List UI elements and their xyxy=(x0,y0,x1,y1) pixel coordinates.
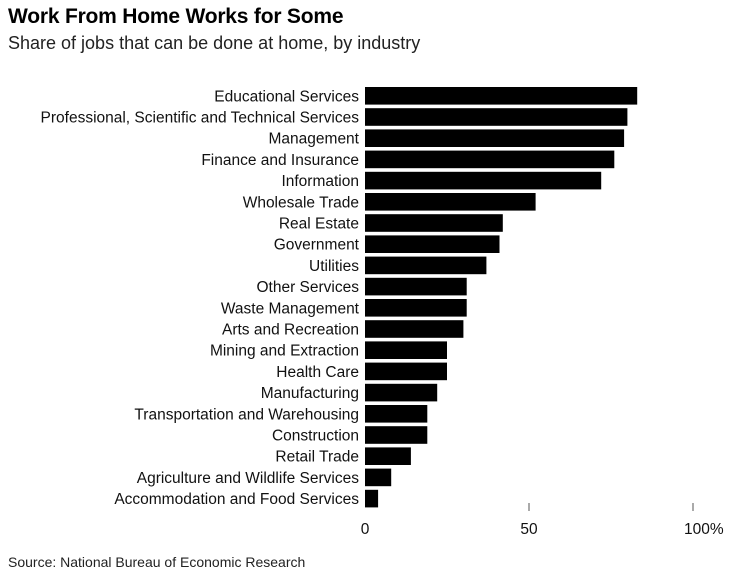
bars-group xyxy=(365,87,638,508)
category-label-1: Professional, Scientific and Technical S… xyxy=(41,110,360,127)
x-axis-ticks-group: 0 50 100% xyxy=(361,503,724,538)
bar-3 xyxy=(365,150,615,169)
category-label-2: Management xyxy=(269,131,360,148)
bar-4 xyxy=(365,171,602,190)
bar-1 xyxy=(365,108,628,126)
category-label-9: Other Services xyxy=(256,279,359,296)
bar-8 xyxy=(365,256,487,275)
category-label-5: Wholesale Trade xyxy=(243,194,359,211)
bar-18 xyxy=(365,468,392,487)
category-label-3: Finance and Insurance xyxy=(201,152,359,169)
source-note: Source: National Bureau of Economic Rese… xyxy=(8,554,306,570)
category-label-11: Arts and Recreation xyxy=(222,322,359,339)
category-label-13: Health Care xyxy=(276,364,359,381)
chart-subtitle: Share of jobs that can be done at home, … xyxy=(8,33,421,53)
category-label-0: Educational Services xyxy=(214,88,359,105)
chart-title: Work From Home Works for Some xyxy=(8,5,344,28)
category-label-16: Construction xyxy=(272,428,359,445)
category-label-17: Retail Trade xyxy=(275,449,359,466)
tick-label-2: 100% xyxy=(684,521,724,538)
bar-10 xyxy=(365,299,467,317)
bar-13 xyxy=(365,362,447,381)
category-label-10: Waste Management xyxy=(221,300,360,317)
bar-0 xyxy=(365,87,638,105)
category-label-14: Manufacturing xyxy=(261,385,359,402)
bar-12 xyxy=(365,341,447,359)
category-label-8: Utilities xyxy=(309,258,359,275)
bar-7 xyxy=(365,235,500,253)
bar-16 xyxy=(365,426,428,444)
category-label-4: Information xyxy=(281,173,359,190)
bar-2 xyxy=(365,129,625,147)
category-labels-group: Educational Services Professional, Scient… xyxy=(41,88,360,508)
bar-15 xyxy=(365,405,428,423)
bar-17 xyxy=(365,447,411,465)
bar-14 xyxy=(365,383,438,402)
category-label-7: Government xyxy=(274,237,360,254)
category-label-12: Mining and Extraction xyxy=(210,343,359,360)
category-label-18: Agriculture and Wildlife Services xyxy=(137,470,360,487)
category-label-6: Real Estate xyxy=(279,216,359,233)
tick-label-1: 50 xyxy=(520,521,538,538)
bar-6 xyxy=(365,214,503,232)
bar-5 xyxy=(365,193,536,211)
bar-11 xyxy=(365,320,464,338)
category-label-15: Transportation and Warehousing xyxy=(134,406,359,423)
bar-9 xyxy=(365,277,467,296)
category-label-19: Accommodation and Food Services xyxy=(114,491,359,508)
tick-label-0: 0 xyxy=(361,521,370,538)
bar-19 xyxy=(365,489,379,508)
